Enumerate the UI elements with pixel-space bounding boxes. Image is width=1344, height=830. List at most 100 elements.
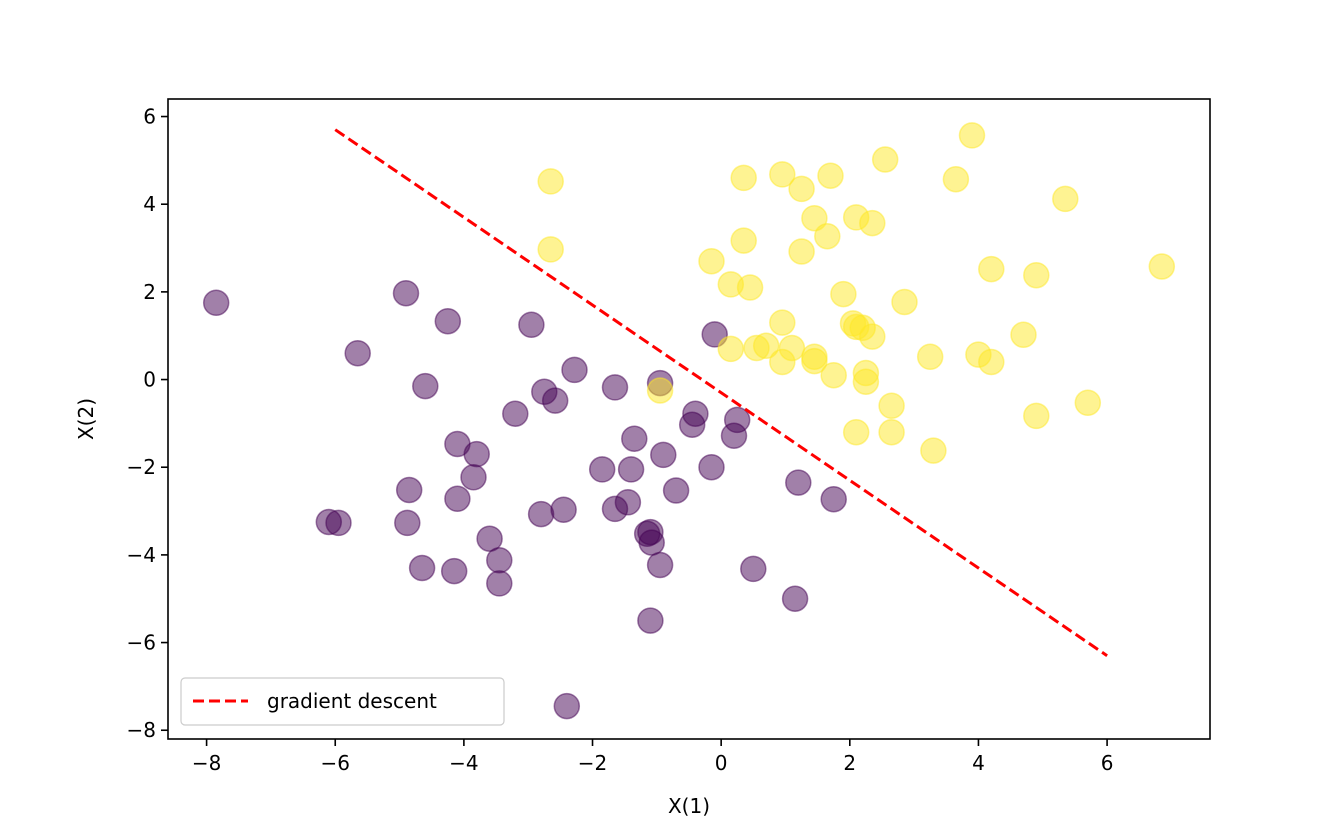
- data-point-class-1: [646, 377, 674, 404]
- data-point-class-0: [820, 485, 847, 513]
- data-point-class-0: [662, 477, 690, 504]
- data-point-class-0: [553, 692, 581, 720]
- x-tick-label: 2: [843, 751, 856, 775]
- data-point-class-0: [440, 557, 468, 585]
- y-tick-label: −8: [127, 718, 156, 742]
- data-point-class-0: [621, 425, 648, 452]
- legend: gradient descent: [180, 677, 505, 726]
- data-point-class-0: [202, 289, 230, 317]
- data-point-class-1: [537, 168, 564, 195]
- data-point-class-0: [392, 279, 420, 307]
- data-points: [202, 122, 1176, 720]
- data-point-class-1: [871, 146, 899, 173]
- y-tick-label: −4: [127, 543, 156, 567]
- data-point-class-1: [788, 238, 815, 265]
- data-point-class-0: [518, 311, 545, 339]
- data-point-class-1: [801, 204, 828, 232]
- x-tick-label: 0: [715, 751, 728, 775]
- data-point-class-1: [788, 175, 815, 203]
- data-point-class-0: [395, 476, 423, 504]
- data-point-class-0: [460, 464, 487, 491]
- data-point-class-0: [486, 570, 513, 597]
- data-point-class-0: [638, 529, 665, 556]
- data-point-class-1: [1010, 321, 1037, 349]
- data-point-class-1: [736, 274, 764, 301]
- data-point-class-1: [537, 236, 564, 263]
- data-point-class-0: [561, 356, 588, 384]
- data-point-class-0: [434, 307, 462, 335]
- y-axis-ticks: −8 −6 −4 −2 0 2 4 6: [127, 105, 168, 742]
- y-axis-label: X(2): [74, 398, 98, 440]
- data-point-class-0: [650, 441, 677, 469]
- data-point-class-1: [698, 247, 725, 275]
- data-point-class-0: [698, 453, 725, 481]
- data-point-class-0: [588, 456, 616, 483]
- y-tick-label: −6: [127, 631, 156, 655]
- data-point-class-1: [878, 392, 905, 420]
- data-point-class-1: [752, 332, 780, 360]
- data-point-class-1: [769, 348, 796, 376]
- data-point-class-1: [730, 227, 757, 254]
- x-tick-label: 4: [972, 751, 985, 775]
- data-point-class-0: [344, 339, 371, 367]
- y-tick-label: 6: [143, 105, 156, 129]
- data-point-class-1: [958, 122, 986, 149]
- data-point-class-1: [1074, 389, 1102, 417]
- data-point-class-0: [617, 456, 645, 483]
- data-point-class-1: [1052, 185, 1079, 213]
- data-point-class-1: [859, 209, 886, 237]
- legend-box: [180, 677, 505, 726]
- data-point-class-0: [527, 500, 555, 528]
- data-point-class-0: [486, 546, 513, 574]
- data-point-class-1: [942, 165, 970, 193]
- data-point-class-0: [444, 485, 471, 513]
- data-point-class-1: [769, 161, 796, 188]
- x-tick-label: −2: [578, 751, 607, 775]
- y-tick-label: 0: [143, 368, 156, 392]
- data-point-class-0: [463, 440, 490, 468]
- data-point-class-1: [830, 280, 857, 308]
- data-point-class-1: [978, 255, 1005, 283]
- data-point-class-0: [720, 422, 748, 449]
- data-point-class-1: [842, 418, 870, 446]
- data-point-class-1: [842, 313, 870, 341]
- data-point-class-1: [814, 222, 841, 250]
- data-point-class-1: [801, 347, 828, 375]
- data-point-class-1: [878, 418, 905, 446]
- data-point-class-0: [502, 400, 529, 427]
- data-point-class-1: [1023, 261, 1050, 289]
- data-point-class-0: [325, 509, 352, 537]
- data-point-class-1: [916, 343, 944, 371]
- data-point-class-0: [646, 551, 674, 579]
- x-tick-label: 6: [1101, 751, 1114, 775]
- x-tick-label: −8: [192, 751, 221, 775]
- data-point-class-1: [891, 288, 918, 316]
- plot-area: [167, 98, 1211, 740]
- legend-label: gradient descent: [267, 689, 437, 713]
- gradient-descent-line: [334, 128, 1108, 657]
- data-point-class-0: [394, 509, 421, 537]
- data-point-class-0: [785, 469, 812, 496]
- data-point-class-1: [1023, 402, 1050, 430]
- data-point-class-1: [817, 162, 844, 189]
- y-tick-label: 2: [143, 280, 156, 304]
- x-tick-label: −6: [320, 751, 349, 775]
- data-point-class-0: [678, 411, 706, 438]
- data-point-class-0: [601, 495, 629, 523]
- x-axis-ticks: −8 −6 −4 −2 0 2 4 6: [192, 739, 1114, 775]
- data-point-class-0: [601, 374, 629, 401]
- data-point-class-0: [408, 554, 436, 582]
- data-point-class-1: [852, 368, 880, 395]
- data-point-class-0: [740, 555, 767, 583]
- data-point-class-0: [781, 585, 809, 612]
- data-point-class-0: [550, 496, 577, 523]
- data-point-class-1: [769, 309, 796, 336]
- axes-frame: [167, 98, 1211, 740]
- x-tick-label: −4: [449, 751, 478, 775]
- y-tick-label: −2: [127, 455, 156, 479]
- data-point-class-0: [541, 387, 569, 414]
- data-point-class-1: [730, 164, 757, 192]
- data-point-class-1: [1148, 253, 1176, 280]
- data-point-class-0: [637, 607, 664, 634]
